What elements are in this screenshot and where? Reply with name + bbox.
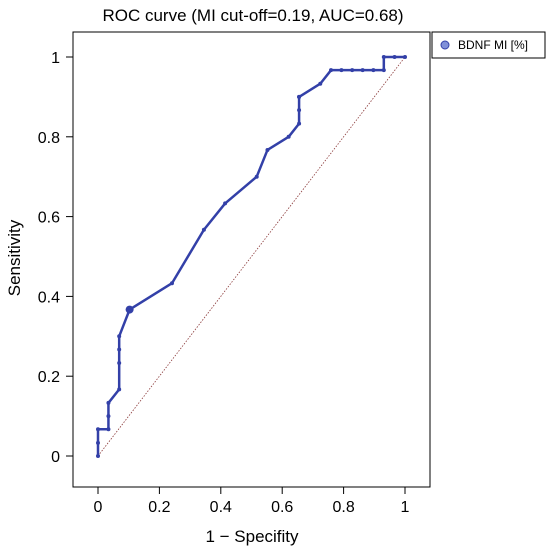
data-point bbox=[381, 55, 386, 59]
y-tick-label: 0 bbox=[51, 449, 60, 466]
data-point bbox=[106, 400, 111, 405]
x-tick-label: 0.6 bbox=[271, 499, 293, 516]
data-point bbox=[106, 414, 111, 419]
data-point bbox=[371, 68, 376, 73]
data-point bbox=[96, 454, 100, 458]
y-tick-label: 0.6 bbox=[38, 210, 60, 227]
x-tick-label: 0.8 bbox=[332, 499, 354, 516]
reference-diagonal bbox=[97, 56, 406, 457]
legend-box bbox=[431, 31, 546, 59]
data-point bbox=[117, 387, 122, 392]
axes: 0 0.2 0.4 0.6 0.8 1 0 0.2 0.4 0.6 0.8 1 bbox=[38, 50, 410, 516]
x-axis-label: 1 − Specifity bbox=[205, 527, 299, 546]
data-point bbox=[339, 68, 344, 73]
roc-series bbox=[96, 55, 407, 458]
data-point bbox=[117, 334, 122, 339]
y-tick-label: 0.8 bbox=[38, 130, 60, 147]
y-axis-label: Sensitivity bbox=[5, 219, 24, 296]
x-tick-label: 0.4 bbox=[210, 499, 232, 516]
data-point bbox=[106, 427, 111, 432]
data-point bbox=[223, 201, 228, 206]
data-point bbox=[96, 440, 100, 445]
x-tick-label: 0.2 bbox=[148, 499, 170, 516]
x-tick-label: 1 bbox=[401, 499, 410, 516]
data-point bbox=[297, 108, 302, 113]
data-point bbox=[117, 347, 122, 352]
data-point bbox=[350, 68, 355, 73]
data-point bbox=[297, 121, 302, 126]
x-tick-label: 0 bbox=[94, 499, 103, 516]
y-tick-label: 1 bbox=[51, 50, 60, 67]
y-tick-label: 0.4 bbox=[38, 289, 60, 306]
legend-label: BDNF MI [%] bbox=[458, 38, 528, 52]
data-point bbox=[117, 361, 122, 366]
y-tick-label: 0.2 bbox=[38, 369, 60, 386]
plot-frame bbox=[72, 31, 431, 488]
cutoff-point bbox=[125, 305, 134, 314]
data-point bbox=[381, 68, 386, 73]
data-point bbox=[318, 81, 323, 86]
data-point bbox=[360, 68, 365, 73]
data-point bbox=[297, 94, 302, 99]
data-point bbox=[169, 281, 174, 286]
data-point bbox=[286, 134, 291, 139]
legend-marker bbox=[440, 40, 450, 50]
data-point bbox=[254, 174, 259, 179]
chart-title: ROC curve (MI cut-off=0.19, AUC=0.68) bbox=[102, 6, 403, 25]
data-point bbox=[392, 55, 397, 59]
data-point bbox=[201, 227, 206, 232]
legend: BDNF MI [%] bbox=[431, 31, 546, 59]
data-point bbox=[265, 147, 270, 152]
data-point bbox=[96, 427, 100, 432]
reference-line bbox=[97, 56, 406, 457]
data-point bbox=[403, 55, 407, 59]
data-point bbox=[329, 68, 334, 73]
